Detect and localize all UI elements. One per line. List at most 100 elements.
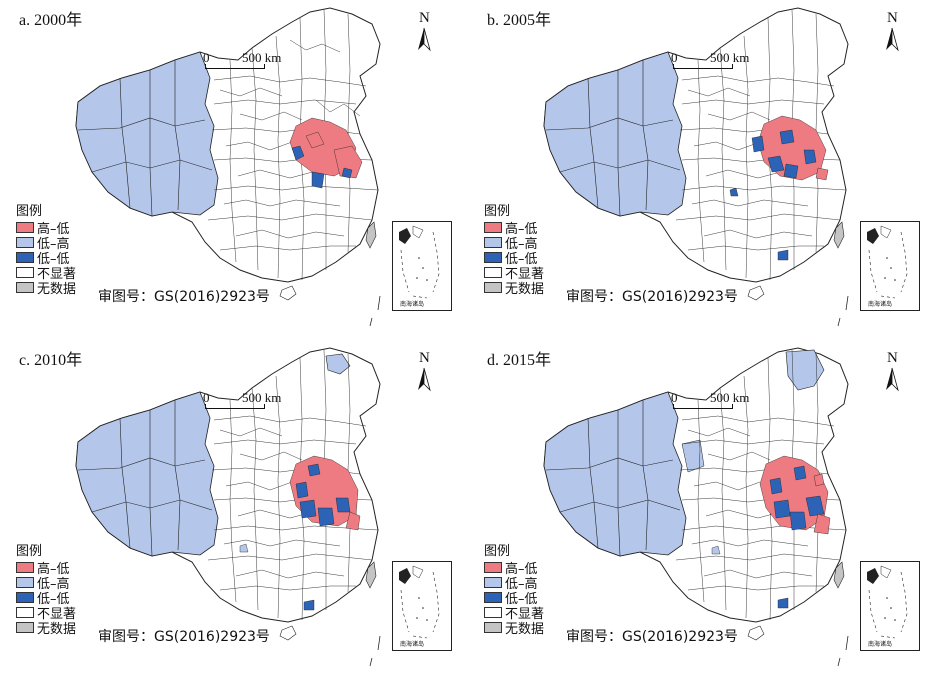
legend-item-low-high: 低–高 [484, 235, 544, 252]
western-low-high-region [543, 391, 687, 557]
dashed-lines [837, 635, 849, 667]
swatch-no-data [484, 622, 502, 633]
swatch-low-high [484, 577, 502, 588]
legend-label: 低–低 [505, 252, 538, 267]
south-china-sea-inset: 南海诸岛 [860, 561, 920, 651]
legend-label: 不显著 [505, 607, 545, 622]
northeast-low-high [785, 349, 825, 391]
swatch-high-low [484, 562, 502, 573]
east-cluster [711, 455, 831, 609]
legend-item-no-data: 无数据 [16, 620, 76, 637]
map-panel-2010: c. 2010年 0 500 km N 图例 高–低 低–高 低–低 不显著 无… [0, 340, 467, 680]
legend-title: 图例 [484, 544, 511, 559]
north-arrow-icon [886, 27, 899, 52]
legend: 图例 高–低 低–高 低–低 不显著 无数据 [484, 204, 545, 297]
western-low-high-region [75, 391, 219, 557]
hainan [747, 285, 765, 301]
map-panel-2000: a. 2000年 0 500 km N 图例 高–低 低–高 低–低 不显著 无… [0, 0, 467, 340]
map-review-number: 审图号：GS(2016)2923号 [98, 629, 270, 645]
scale-line [673, 64, 733, 69]
east-cluster [239, 455, 361, 611]
swatch-low-low [484, 592, 502, 603]
legend-label: 无数据 [505, 282, 545, 297]
china-map [75, 347, 381, 667]
panel-title: a. 2000年 [19, 12, 83, 29]
scale-bar: 0 500 km [671, 390, 749, 410]
east-cluster [289, 117, 363, 189]
panel-title: c. 2010年 [19, 352, 83, 369]
western-low-high-region [543, 51, 687, 217]
legend-label: 高–低 [505, 222, 538, 237]
north-arrow-icon [418, 367, 431, 392]
map-review-number: 审图号：GS(2016)2923号 [566, 289, 738, 305]
panel-title: b. 2005年 [487, 12, 552, 29]
north-arrow: N [880, 350, 910, 400]
western-boundaries [77, 400, 213, 557]
legend-label: 无数据 [37, 282, 77, 297]
scale-label: 500 km [710, 390, 750, 405]
swatch-no-data [16, 282, 34, 293]
hainan [279, 285, 297, 301]
swatch-no-data [16, 622, 34, 633]
hainan [747, 625, 765, 641]
legend-item-high-low: 高–低 [16, 560, 76, 577]
inset-map [867, 565, 908, 639]
swatch-not-significant [16, 267, 34, 278]
swatch-not-significant [484, 267, 502, 278]
legend: 图例 高–低 低–高 低–低 不显著 无数据 [484, 544, 545, 637]
swatch-not-significant [16, 607, 34, 618]
scale-label: 500 km [242, 390, 282, 405]
taiwan [365, 561, 377, 589]
legend-label: 高–低 [37, 562, 70, 577]
legend-item-no-data: 无数据 [484, 620, 544, 637]
north-label: N [887, 350, 898, 366]
north-label: N [419, 350, 430, 366]
swatch-no-data [484, 282, 502, 293]
dashed-lines [369, 295, 381, 327]
scale-zero: 0 [671, 50, 678, 65]
legend-label: 低–高 [505, 237, 538, 252]
legend-title: 图例 [16, 544, 43, 559]
dashed-lines [369, 635, 381, 667]
legend-item-no-data: 无数据 [484, 280, 545, 297]
legend-label: 低–高 [37, 237, 70, 252]
legend-item-high-low: 高–低 [16, 220, 76, 237]
taiwan [833, 221, 845, 249]
swatch-high-low [484, 222, 502, 233]
legend-item-not-significant: 不显著 [484, 265, 545, 282]
north-label: N [419, 10, 430, 26]
inset-map [399, 565, 440, 639]
north-arrow-icon [886, 367, 899, 392]
legend-label: 不显著 [505, 267, 545, 282]
inset-label: 南海诸岛 [400, 301, 425, 308]
north-arrow-icon [418, 27, 431, 52]
inset-label: 南海诸岛 [868, 641, 893, 648]
swatch-not-significant [484, 607, 502, 618]
scale-line [205, 64, 265, 69]
central-low-high [681, 439, 705, 473]
legend-item-not-significant: 不显著 [484, 605, 545, 622]
legend: 图例 高–低 低–高 低–低 不显著 无数据 [16, 544, 76, 637]
legend-item-low-high: 低–高 [484, 575, 544, 592]
inset-map [867, 225, 908, 299]
scale-label: 500 km [710, 50, 750, 65]
map-panel-2015: d. 2015年 0 500 km N 图例 高–低 低–高 低–低 不显著 无… [468, 340, 935, 680]
legend-item-low-high: 低–高 [16, 575, 76, 592]
dashed-lines [837, 295, 849, 327]
legend-item-low-low: 低–低 [484, 250, 544, 267]
legend-label: 高–低 [37, 222, 70, 237]
legend-label: 低–低 [505, 592, 538, 607]
northeast-low-high [325, 353, 351, 375]
legend-label: 低–低 [37, 592, 70, 607]
swatch-low-low [16, 592, 34, 603]
legend-item-not-significant: 不显著 [16, 265, 76, 282]
legend-item-not-significant: 不显著 [16, 605, 76, 622]
south-china-sea-inset: 南海诸岛 [392, 561, 452, 651]
scale-label: 500 km [242, 50, 282, 65]
scale-bar: 0 500 km [671, 50, 749, 70]
taiwan [365, 221, 377, 249]
swatch-low-low [484, 252, 502, 263]
swatch-high-low [16, 562, 34, 573]
western-boundaries [545, 60, 681, 217]
legend-title: 图例 [16, 204, 43, 219]
